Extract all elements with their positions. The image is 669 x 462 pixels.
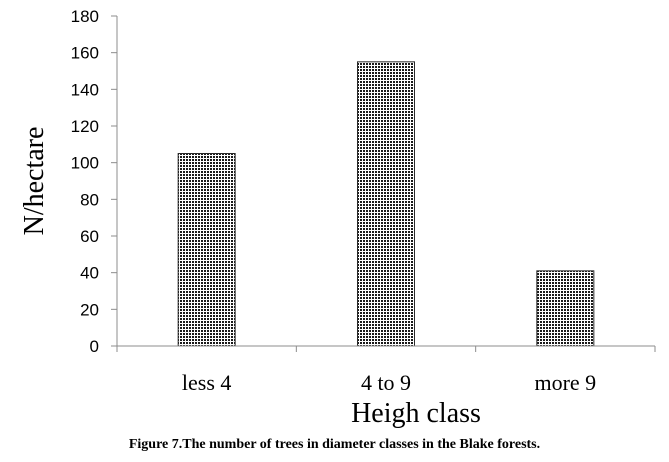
y-tick-label: 20 bbox=[80, 300, 99, 319]
y-tick-label: 40 bbox=[80, 264, 99, 283]
y-tick-label: 180 bbox=[71, 7, 99, 26]
y-tick-label: 160 bbox=[71, 44, 99, 63]
x-tick-label: 4 to 9 bbox=[361, 370, 411, 395]
y-tick-label: 140 bbox=[71, 80, 99, 99]
figure-caption: Figure 7.The number of trees in diameter… bbox=[128, 437, 541, 452]
y-tick-label: 120 bbox=[71, 117, 99, 136]
bar-4-to-9 bbox=[357, 61, 415, 347]
y-tick-label: 0 bbox=[90, 337, 99, 356]
y-tick-label: 100 bbox=[71, 154, 99, 173]
y-axis-title: N/hectare bbox=[19, 127, 50, 236]
x-axis-title: Heigh class bbox=[351, 398, 481, 429]
bar-less-4 bbox=[177, 153, 236, 347]
bar-more-9 bbox=[536, 270, 595, 347]
bar-chart: 0 20 40 60 80 100 120 140 160 180 less 4 4 to 9 mor… bbox=[19, 7, 656, 429]
bars bbox=[177, 61, 595, 347]
x-tick-label: less 4 bbox=[182, 370, 232, 395]
y-axis: 0 20 40 60 80 100 120 140 160 180 bbox=[71, 7, 118, 356]
x-tick-label: more 9 bbox=[534, 370, 596, 395]
y-tick-label: 60 bbox=[80, 227, 99, 246]
x-axis: less 4 4 to 9 more 9 bbox=[116, 345, 656, 395]
y-tick-label: 80 bbox=[80, 190, 99, 209]
